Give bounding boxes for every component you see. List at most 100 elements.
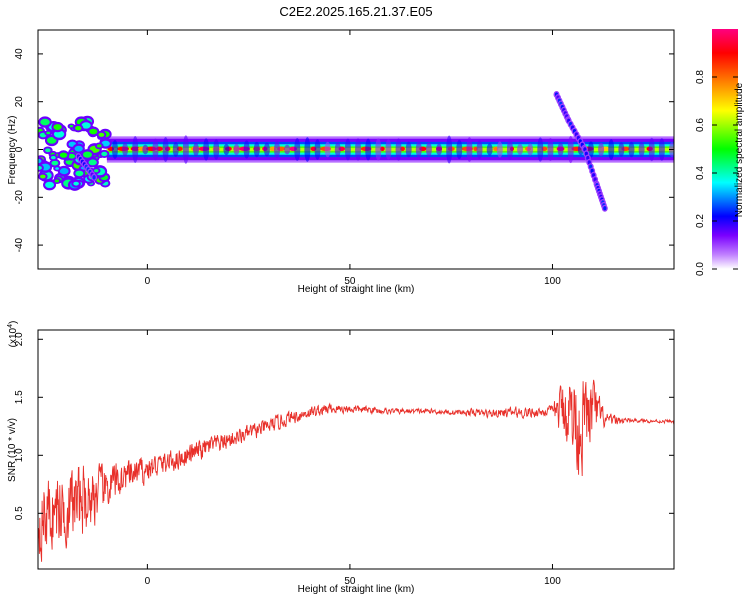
- spectrogram-band-bump: [253, 141, 260, 158]
- spectrogram-blob: [54, 179, 60, 183]
- spectrogram-band-bump: [122, 142, 129, 157]
- spectrogram-xtick-label: 100: [544, 276, 561, 287]
- spectrogram-band-bump: [162, 137, 169, 162]
- spectrogram-blob: [68, 153, 76, 159]
- spectrogram-band-bump: [334, 142, 341, 157]
- spectrogram-band-bump: [506, 138, 513, 161]
- colorbar: 0.0 0.2 0.4 0.6 0.8 Normalized spectral ampl…: [695, 29, 745, 276]
- spectrogram-ytick-label: 40: [14, 48, 25, 60]
- spectrogram-xlabel: Height of straight line (km): [298, 284, 415, 295]
- spectrogram-band-bump: [567, 135, 574, 164]
- spectrogram-xtick-label: 0: [145, 276, 151, 287]
- spectrogram-band-bump: [294, 137, 301, 162]
- spectrogram-band-bump: [365, 138, 372, 161]
- spectrogram-blob: [38, 158, 42, 164]
- spectrogram-band-bump: [192, 142, 199, 157]
- spectrogram-blob: [74, 145, 83, 152]
- spectrogram-blob: [89, 128, 98, 135]
- spectrogram-band-bump: [375, 138, 382, 161]
- spectrogram-band-bump: [274, 140, 281, 159]
- snr-multiplier-exp: 4: [7, 324, 14, 328]
- spectrogram-band-bump: [486, 143, 493, 156]
- spectrogram-band-bump: [587, 141, 594, 158]
- spectrogram-hotspot: [473, 146, 478, 151]
- spectrogram-band-bump: [638, 141, 645, 158]
- snr-ytick-label: 1.0: [14, 448, 25, 462]
- spectrogram-band-bump: [203, 138, 210, 161]
- spectrogram-band-bump: [223, 143, 230, 156]
- spectrogram-band-bump: [436, 143, 443, 156]
- spectrogram-blob: [51, 160, 59, 166]
- spectrogram-blob: [88, 159, 97, 166]
- spectrogram-streak-dot: [92, 175, 96, 180]
- snr-ytick-label: 0.5: [14, 506, 25, 520]
- spectrogram-band-bump: [476, 140, 483, 159]
- spectrogram-band-bump: [517, 143, 524, 156]
- spectrogram-band-bump: [456, 139, 463, 160]
- spectrogram-band-bump: [263, 142, 270, 157]
- spectrogram-ytick-label: 0: [14, 146, 25, 152]
- spectrogram-band-bump: [425, 142, 432, 157]
- spectrogram-band-bump: [527, 143, 534, 156]
- spectrogram-axes: 0 50 100 -40 -20 0 20 40: [14, 30, 674, 287]
- spectrogram-band-bump: [496, 141, 503, 158]
- spectrogram-blob: [53, 124, 62, 130]
- spectrogram-band-bump: [243, 140, 250, 159]
- snr-panel: 0 50 100 0.5 1.0 1.5 2.0 Height of straight li…: [7, 321, 675, 595]
- spectrogram-band-bump: [324, 141, 331, 158]
- spectrogram-blob: [51, 156, 56, 160]
- spectrogram-band-bump: [344, 138, 351, 161]
- spectrogram-blob: [55, 167, 59, 170]
- spectrogram-band-bump: [233, 143, 240, 156]
- spectrogram-blob: [83, 151, 92, 158]
- spectrogram-blob: [101, 140, 110, 147]
- snr-axes: 0 50 100 0.5 1.0 1.5 2.0: [14, 330, 674, 587]
- snr-multiplier-base: (x10: [8, 327, 19, 347]
- spectrogram-blob: [59, 152, 68, 158]
- spectrogram-band-bump: [466, 137, 473, 162]
- spectrogram-blob: [75, 170, 84, 177]
- spectrogram-band-bump: [415, 141, 422, 158]
- spectrogram-band-bump: [111, 140, 118, 159]
- spectrogram-band-bump: [608, 139, 615, 160]
- spectrogram-blob: [75, 125, 82, 131]
- spectrogram-band-bump: [284, 144, 291, 155]
- snr-xtick-label: 50: [344, 576, 356, 587]
- spectrogram-ylabel: Frequency (Hz): [7, 116, 18, 185]
- colorbar-ticks: 0.0 0.2 0.4 0.6 0.8: [695, 70, 738, 276]
- spectrogram-band-bump: [132, 136, 139, 163]
- spectrogram-band-bump: [304, 137, 311, 162]
- spectrogram-streak-dot: [603, 206, 607, 211]
- colorbar-tick-label: 0.2: [695, 214, 706, 228]
- colorbar-tick-label: 0.4: [695, 166, 706, 180]
- spectrogram-band-bump: [142, 144, 149, 155]
- snr-ytick-label: 1.5: [14, 390, 25, 404]
- snr-xlabel: Height of straight line (km): [298, 584, 415, 595]
- spectrogram-band-bump: [618, 142, 625, 157]
- spectrogram-blob: [98, 132, 105, 137]
- snr-xtick-label: 100: [544, 576, 561, 587]
- spectrogram-band-bump: [355, 138, 362, 161]
- spectrogram-cells: [38, 91, 674, 212]
- snr-multiplier: (x104): [7, 321, 19, 348]
- spectrogram-band-bump: [547, 138, 554, 161]
- spectrogram-band-bump: [446, 135, 453, 164]
- snr-ylabel: SNR (10 * v/v): [7, 418, 18, 482]
- spectrogram-blob: [40, 174, 46, 179]
- spectrogram-blob: [53, 130, 65, 138]
- spectrogram-blob: [94, 169, 99, 173]
- snr-frame: [37, 329, 675, 570]
- colorbar-gradient: [712, 29, 738, 269]
- colorbar-tick-label: 0.8: [695, 70, 706, 84]
- spectrogram-band-bump: [213, 139, 220, 160]
- spectrogram-band-bump: [405, 141, 412, 158]
- spectrogram-band-bump: [152, 138, 159, 161]
- spectrogram-band-bump: [628, 141, 635, 158]
- spectrogram-band-bump: [314, 139, 321, 160]
- spectrogram-ytick-label: 20: [14, 96, 25, 108]
- spectrogram-blob: [59, 168, 69, 175]
- spectrogram-blob: [45, 181, 55, 189]
- svg-text:(x104): (x104): [7, 321, 19, 348]
- spectrogram-blob: [81, 122, 91, 129]
- spectrogram-band-bump: [537, 137, 544, 162]
